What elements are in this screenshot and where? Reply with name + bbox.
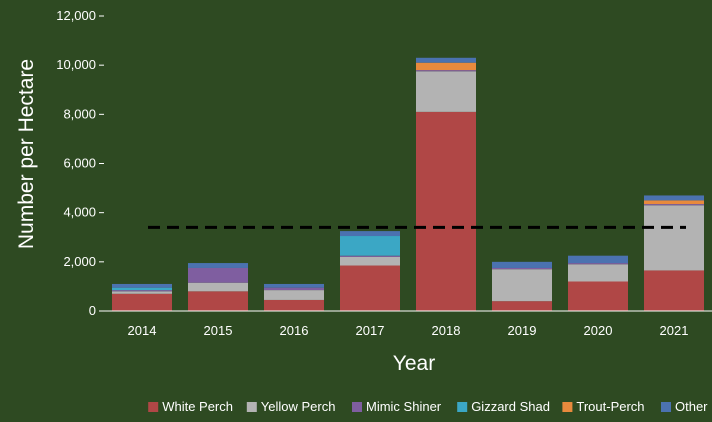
bar-segment-white-perch-2015 xyxy=(188,291,248,311)
bar-segment-mimic-shiner-2018 xyxy=(416,70,476,72)
bar-segment-other-2019 xyxy=(492,261,552,268)
y-tick-label: 6,000 xyxy=(63,156,96,171)
y-axis-ticks: 0 2,000 4,000 6,000 8,000 10,000 12,000 xyxy=(56,8,104,318)
legend-swatch xyxy=(562,402,573,412)
y-tick-label: 4,000 xyxy=(63,205,96,220)
bar-segment-white-perch-2019 xyxy=(492,301,552,311)
x-axis-title: Year xyxy=(393,352,435,375)
bar-segment-yellow-perch-2017 xyxy=(340,256,400,266)
x-tick-label: 2016 xyxy=(280,323,309,338)
bar-segment-gizzard-shad-2017 xyxy=(340,236,400,256)
legend-label: Other xyxy=(675,399,708,414)
bar-segment-other-2014 xyxy=(112,283,172,288)
bar-segment-other-2017 xyxy=(340,231,400,237)
bar-segment-mimic-shiner-2021 xyxy=(644,204,704,206)
bar-segment-white-perch-2020 xyxy=(568,281,628,311)
legend-swatch xyxy=(246,402,257,412)
bar-segment-yellow-perch-2020 xyxy=(568,264,628,282)
bar-segment-yellow-perch-2019 xyxy=(492,269,552,302)
y-tick-label: 0 xyxy=(89,303,96,318)
legend-label: Mimic Shiner xyxy=(366,399,442,414)
bar-segment-mimic-shiner-2020 xyxy=(568,263,628,265)
x-tick-label: 2019 xyxy=(508,323,537,338)
bar-segment-mimic-shiner-2017 xyxy=(340,255,400,257)
bar-segment-trout-perch-2021 xyxy=(644,200,704,205)
x-tick-label: 2020 xyxy=(584,323,613,338)
y-axis-title: Number per Hectare xyxy=(15,59,38,249)
y-tick-label: 2,000 xyxy=(63,254,96,269)
bar-segment-white-perch-2014 xyxy=(112,293,172,311)
legend-label: White Perch xyxy=(162,399,233,414)
y-tick-label: 10,000 xyxy=(56,57,96,72)
bar-segment-white-perch-2018 xyxy=(416,111,476,311)
x-axis-ticks: 2014 2015 2016 2017 2018 2019 2020 2021 xyxy=(128,323,689,338)
legend-label: Yellow Perch xyxy=(261,399,336,414)
bar-segment-yellow-perch-2014 xyxy=(112,291,172,294)
legend-swatch xyxy=(457,402,468,412)
legend-swatch xyxy=(661,402,671,412)
legend-swatch xyxy=(148,402,159,412)
legend-swatch xyxy=(352,402,362,412)
y-tick-label: 12,000 xyxy=(56,8,96,23)
y-tick-label: 8,000 xyxy=(63,106,96,121)
bar-segment-yellow-perch-2016 xyxy=(264,290,324,300)
x-tick-label: 2014 xyxy=(128,323,157,338)
bar-segment-white-perch-2017 xyxy=(340,265,400,311)
bar-segment-trout-perch-2018 xyxy=(416,62,476,71)
bar-segment-white-perch-2016 xyxy=(264,299,324,311)
bar-segment-white-perch-2021 xyxy=(644,270,704,311)
bar-segment-mimic-shiner-2019 xyxy=(492,267,552,270)
bar-segment-yellow-perch-2015 xyxy=(188,282,248,292)
x-tick-label: 2018 xyxy=(432,323,461,338)
legend-label: Gizzard Shad xyxy=(471,399,550,414)
x-tick-label: 2015 xyxy=(204,323,233,338)
x-tick-label: 2021 xyxy=(660,323,689,338)
bar-segment-other-2020 xyxy=(568,255,628,264)
bar-segment-mimic-shiner-2015 xyxy=(188,267,248,283)
legend-label: Trout-Perch xyxy=(576,399,644,414)
bar-segment-gizzard-shad-2014 xyxy=(112,287,172,291)
legend: White Perch Yellow Perch Mimic Shiner Gizza… xyxy=(148,399,708,414)
bars xyxy=(112,57,704,311)
bar-segment-mimic-shiner-2016 xyxy=(264,287,324,291)
bar-segment-other-2018 xyxy=(416,57,476,63)
bar-segment-other-2016 xyxy=(264,283,324,288)
bar-segment-yellow-perch-2018 xyxy=(416,71,476,112)
bar-segment-mimic-shiner-2014 xyxy=(112,290,172,292)
x-tick-label: 2017 xyxy=(356,323,385,338)
bar-segment-yellow-perch-2021 xyxy=(644,205,704,271)
bar-segment-other-2021 xyxy=(644,195,704,201)
bar-segment-other-2015 xyxy=(188,263,248,268)
